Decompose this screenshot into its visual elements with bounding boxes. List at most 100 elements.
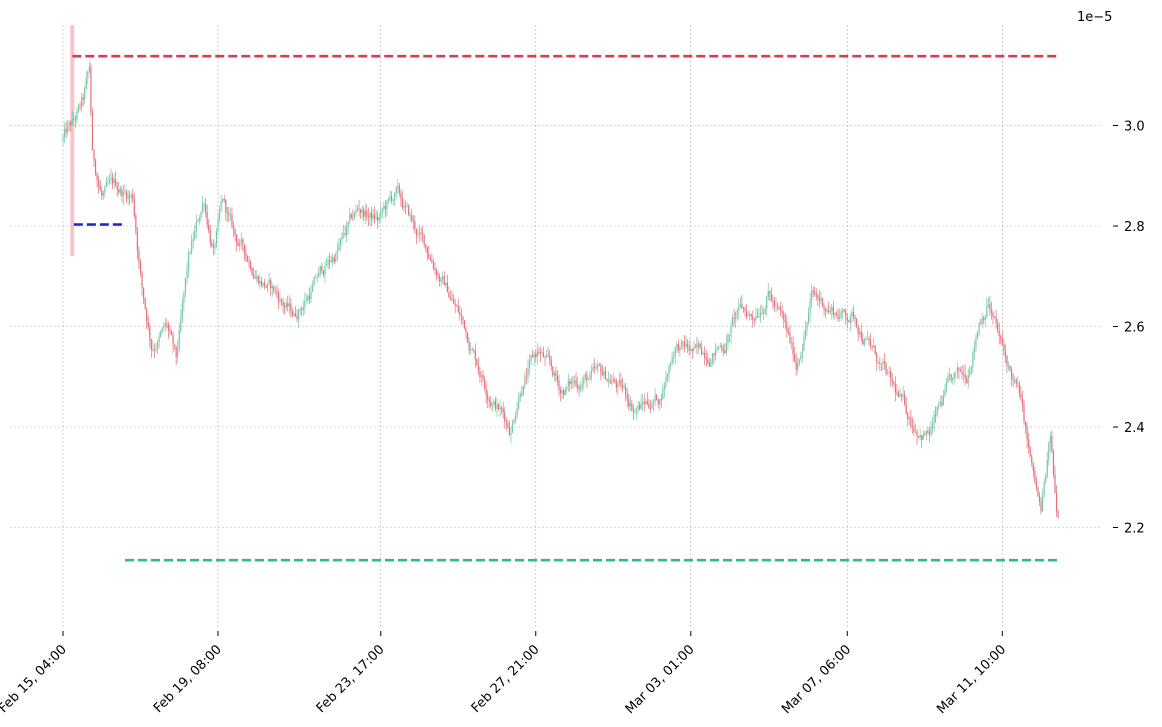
- candle-body: [511, 423, 514, 433]
- candle-body: [139, 261, 142, 273]
- candle-body: [859, 331, 861, 334]
- candle-body: [408, 205, 410, 215]
- candle-body: [101, 190, 103, 196]
- candle-body: [781, 311, 783, 314]
- candle-body: [924, 434, 926, 436]
- candle-body: [350, 214, 352, 218]
- candle-body: [724, 350, 726, 354]
- candle-body: [815, 294, 817, 296]
- candle-body: [691, 348, 693, 351]
- candle-body: [718, 346, 720, 349]
- candle-body: [832, 307, 834, 315]
- candle-body: [406, 205, 408, 206]
- candle-body: [828, 309, 830, 312]
- candle-body: [375, 217, 377, 219]
- candle-body: [198, 218, 200, 221]
- candle-body: [1017, 383, 1019, 385]
- candle-body: [673, 356, 675, 359]
- candle-body: [697, 343, 700, 348]
- candle-body: [639, 405, 641, 409]
- candle-body: [838, 317, 841, 319]
- candle-body: [852, 311, 855, 318]
- candle-body: [125, 191, 128, 199]
- candle-body: [893, 381, 895, 384]
- candle-body: [454, 303, 456, 306]
- candle-body: [208, 224, 210, 231]
- candle-body: [164, 323, 166, 327]
- candle-body: [556, 376, 559, 381]
- candle-body: [967, 374, 969, 384]
- candle-body: [966, 378, 968, 384]
- candle-body: [933, 414, 935, 424]
- candle-body: [747, 315, 749, 317]
- candle-body: [301, 309, 303, 311]
- candle-body: [964, 373, 966, 379]
- candle-body: [786, 322, 788, 332]
- candle-body: [683, 341, 686, 347]
- candle-body: [947, 375, 949, 383]
- candle-body: [71, 119, 73, 125]
- x-tick-label: Feb 27, 21:00: [469, 642, 543, 716]
- candle-body: [366, 210, 368, 217]
- candle-body: [716, 348, 718, 350]
- candle-body: [167, 324, 169, 331]
- candle-body: [383, 205, 385, 209]
- candle-body: [945, 382, 948, 391]
- candle-body: [311, 285, 314, 292]
- candle-body: [671, 358, 673, 365]
- candle-body: [113, 179, 115, 184]
- candle-body: [800, 356, 802, 359]
- candle-body: [907, 413, 909, 420]
- candle-body: [482, 375, 484, 380]
- candle-body: [535, 354, 537, 357]
- candle-body: [550, 360, 552, 367]
- candle-body: [166, 323, 168, 325]
- candle-body: [823, 305, 825, 310]
- candle-body: [944, 390, 946, 396]
- candle-body: [115, 179, 117, 187]
- candle-body: [178, 330, 180, 349]
- y-tick-label: 2.6: [1124, 321, 1145, 336]
- candle-body: [223, 198, 225, 200]
- candle-body: [496, 404, 498, 409]
- candle-body: [1045, 476, 1047, 483]
- candle-body: [449, 297, 452, 300]
- candle-body: [229, 214, 231, 216]
- candle-body: [507, 422, 509, 428]
- candle-body: [587, 379, 590, 381]
- candle-body: [473, 350, 475, 351]
- candle-body: [499, 407, 501, 410]
- candle-body: [363, 209, 365, 217]
- candle-body: [826, 309, 828, 312]
- candle-body: [428, 253, 430, 259]
- candle-body: [463, 320, 466, 329]
- candle-body: [325, 265, 328, 267]
- candle-body: [1011, 369, 1013, 379]
- candle-body: [522, 385, 524, 395]
- candle-body: [756, 316, 758, 318]
- candle-body: [975, 338, 977, 348]
- candle-body: [367, 216, 369, 218]
- candle-body: [871, 345, 873, 348]
- candle-body: [124, 191, 126, 193]
- candle-body: [226, 212, 228, 214]
- candle-body: [961, 371, 963, 375]
- candle-body: [222, 198, 224, 202]
- candle-body: [767, 290, 769, 298]
- candle-body: [138, 250, 140, 262]
- candle-body: [705, 357, 707, 360]
- candle-body: [525, 376, 528, 378]
- highlight-bar: [70, 25, 75, 257]
- candle-body: [502, 408, 504, 413]
- candle-body: [150, 339, 152, 350]
- candle-body: [959, 370, 962, 372]
- candle-body: [589, 374, 591, 380]
- candle-body: [110, 177, 112, 180]
- candle-body: [87, 71, 89, 79]
- candle-body: [338, 245, 340, 250]
- candle-body: [294, 313, 297, 316]
- candle-body: [775, 305, 777, 307]
- candle-body: [642, 401, 644, 404]
- candle-body: [170, 331, 173, 335]
- candle-body: [609, 380, 611, 384]
